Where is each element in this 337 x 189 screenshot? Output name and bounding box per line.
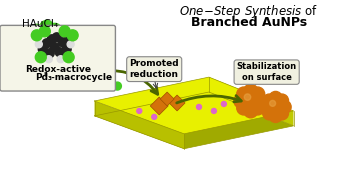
Text: Branched AuNPs: Branched AuNPs — [191, 16, 307, 29]
Text: Promoted
reduction: Promoted reduction — [129, 60, 179, 79]
Circle shape — [46, 34, 60, 48]
Circle shape — [269, 109, 282, 122]
Polygon shape — [160, 92, 174, 106]
Polygon shape — [209, 77, 294, 126]
Circle shape — [270, 100, 276, 106]
Circle shape — [57, 56, 64, 63]
Circle shape — [244, 104, 258, 118]
Circle shape — [37, 35, 49, 47]
Circle shape — [238, 88, 264, 114]
Text: $\it{One\!-\!Step\ Synthesis}$ of: $\it{One\!-\!Step\ Synthesis}$ of — [179, 3, 318, 20]
Circle shape — [114, 82, 121, 90]
Text: Pd: Pd — [35, 73, 48, 82]
Circle shape — [40, 20, 54, 34]
Circle shape — [137, 108, 142, 113]
Circle shape — [250, 101, 265, 115]
Circle shape — [32, 36, 46, 50]
Circle shape — [73, 57, 82, 65]
Circle shape — [211, 108, 216, 113]
Circle shape — [275, 94, 288, 107]
FancyArrowPatch shape — [153, 81, 158, 88]
Circle shape — [278, 100, 291, 114]
Circle shape — [85, 64, 91, 70]
Circle shape — [47, 35, 56, 44]
Circle shape — [237, 101, 251, 115]
Circle shape — [63, 52, 74, 63]
Circle shape — [263, 94, 276, 107]
Circle shape — [38, 45, 47, 54]
Circle shape — [275, 107, 288, 120]
Circle shape — [41, 28, 53, 40]
Circle shape — [260, 100, 273, 114]
Polygon shape — [150, 97, 168, 115]
Circle shape — [55, 48, 64, 57]
Circle shape — [67, 30, 78, 41]
Polygon shape — [169, 95, 185, 111]
Text: HAuCl₄: HAuCl₄ — [22, 19, 58, 29]
Polygon shape — [94, 101, 184, 149]
Circle shape — [42, 39, 51, 48]
Circle shape — [104, 78, 111, 84]
Circle shape — [30, 24, 44, 38]
Circle shape — [152, 114, 157, 119]
Circle shape — [28, 29, 42, 43]
FancyArrowPatch shape — [253, 79, 258, 84]
Circle shape — [221, 101, 226, 106]
FancyBboxPatch shape — [0, 25, 115, 91]
Circle shape — [58, 38, 67, 47]
Circle shape — [45, 49, 54, 58]
Circle shape — [92, 71, 97, 77]
Circle shape — [50, 43, 59, 52]
Circle shape — [263, 107, 276, 120]
Circle shape — [253, 94, 268, 108]
Text: Redox-active: Redox-active — [25, 65, 91, 74]
Circle shape — [62, 45, 71, 54]
Circle shape — [244, 84, 258, 98]
Circle shape — [196, 105, 202, 109]
Circle shape — [45, 56, 52, 63]
Text: Stabilization
on surface: Stabilization on surface — [237, 62, 297, 82]
Circle shape — [48, 23, 62, 37]
Text: ₃-macrocycle: ₃-macrocycle — [48, 73, 113, 82]
FancyArrowPatch shape — [102, 70, 158, 94]
Circle shape — [31, 30, 42, 41]
Circle shape — [52, 33, 61, 42]
Circle shape — [64, 35, 73, 44]
Circle shape — [264, 95, 287, 119]
Circle shape — [250, 87, 265, 101]
Circle shape — [67, 41, 74, 48]
FancyArrowPatch shape — [177, 96, 241, 103]
Polygon shape — [94, 92, 294, 149]
Text: II: II — [44, 72, 49, 77]
Polygon shape — [94, 77, 294, 134]
Circle shape — [269, 91, 282, 105]
Circle shape — [39, 26, 50, 37]
Circle shape — [35, 52, 46, 63]
Circle shape — [59, 26, 70, 37]
Circle shape — [234, 94, 248, 108]
Circle shape — [244, 94, 251, 100]
Circle shape — [35, 41, 42, 48]
Circle shape — [237, 87, 251, 101]
